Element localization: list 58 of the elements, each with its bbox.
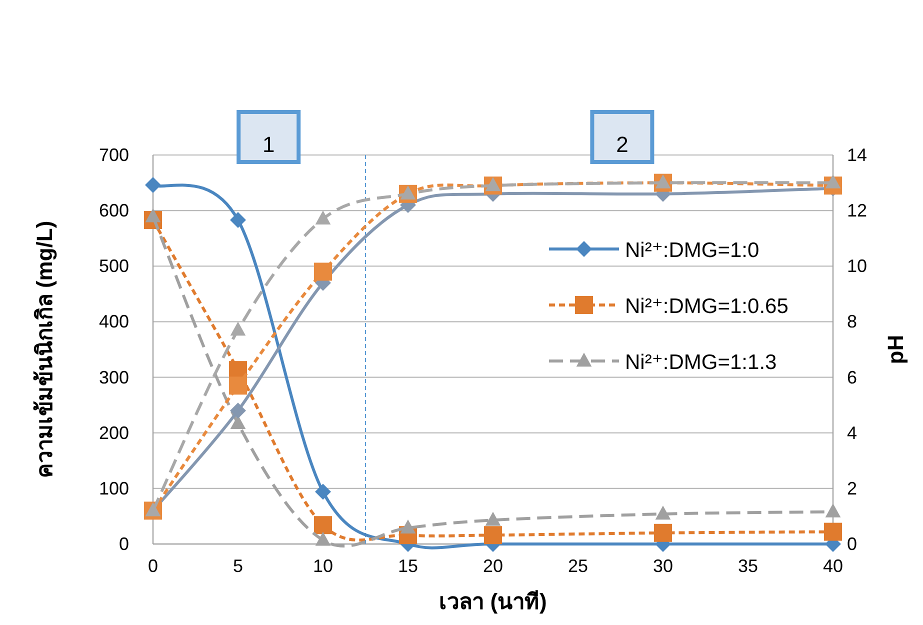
x-axis-title: เวลา (นาที) (439, 589, 547, 614)
annotation: 1 (236, 110, 301, 164)
y2-tick-label: 2 (847, 478, 858, 498)
point (230, 415, 246, 430)
legend-label: Ni²⁺:DMG=1:1.3 (625, 351, 777, 374)
point (484, 526, 502, 544)
x-tick-label: 15 (398, 556, 418, 576)
point (315, 484, 331, 500)
y-tick-label: 600 (98, 200, 129, 221)
point (485, 177, 501, 192)
x-tick-label: 25 (568, 556, 588, 576)
x-tick-label: 40 (822, 556, 844, 576)
y2-tick-label: 8 (847, 312, 858, 332)
x-tick-label: 0 (148, 556, 158, 576)
y2-tick-label: 12 (847, 200, 868, 221)
point (315, 532, 331, 546)
x-tick-label: 5 (232, 556, 244, 576)
point (145, 502, 161, 516)
y2-axis-title: pH (883, 334, 908, 364)
y2-tick-label: 14 (847, 145, 868, 165)
y-tick-label: 400 (98, 312, 129, 332)
point (315, 210, 331, 225)
legend-label: Ni²⁺:DMG=1:0.65 (625, 295, 788, 318)
x-tick-label: 35 (738, 556, 758, 576)
legend-label: Ni²⁺:DMG=1:0 (625, 239, 760, 262)
point (400, 186, 416, 200)
x-tick-label: 20 (482, 556, 504, 576)
y-tick-label: 500 (98, 256, 129, 276)
point (655, 174, 671, 188)
annotation: 2 (590, 110, 654, 164)
point (824, 522, 842, 541)
point (229, 376, 247, 395)
annotation: 2 (616, 132, 628, 157)
point (314, 516, 332, 534)
y-tick-label: 700 (98, 145, 129, 165)
point (230, 212, 246, 228)
point (314, 262, 332, 281)
y-tick-label: 0 (118, 534, 129, 554)
x-tick-label: 10 (312, 556, 334, 576)
y-tick-label: 200 (98, 422, 129, 443)
y-axis-title: ความเข้มข้นนิกเกิล (mg/L) (32, 220, 57, 478)
point (485, 512, 501, 526)
y2-tick-label: 0 (847, 534, 858, 554)
y2-tick-label: 4 (847, 422, 858, 443)
point (655, 506, 671, 520)
point (825, 174, 841, 188)
point (230, 322, 246, 336)
y2-tick-label: 6 (847, 367, 858, 388)
x-tick-label: 30 (652, 556, 674, 576)
point (825, 503, 841, 518)
point (654, 524, 672, 542)
point (230, 402, 246, 419)
y-tick-label: 300 (98, 367, 129, 388)
point (145, 177, 161, 194)
y-tick-label: 100 (98, 478, 129, 498)
annotation: 1 (262, 132, 275, 157)
point (400, 519, 416, 534)
y2-tick-label: 10 (847, 256, 868, 276)
